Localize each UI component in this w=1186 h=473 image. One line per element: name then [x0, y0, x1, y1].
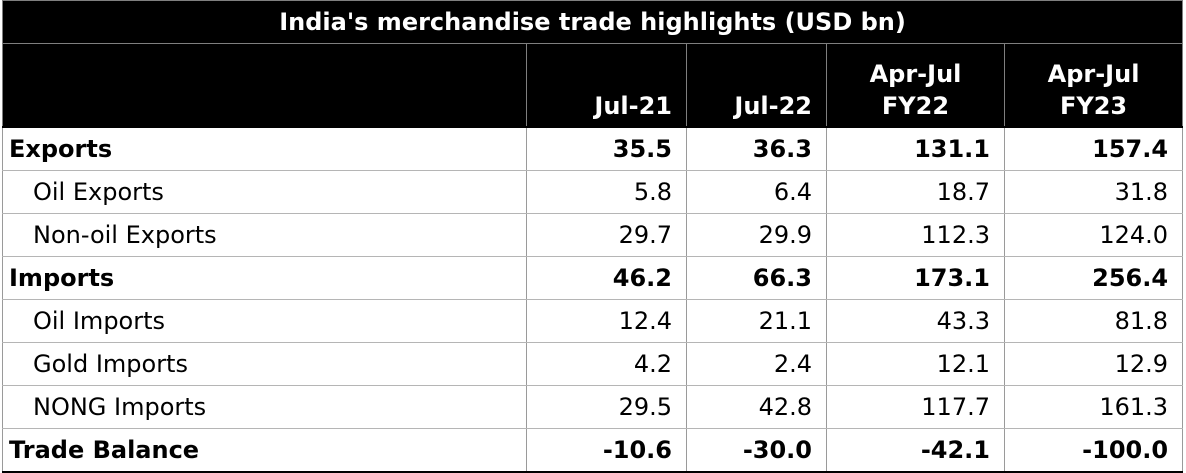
row-label: Gold Imports: [2, 342, 527, 386]
table-cell-value: 157.4: [1003, 126, 1184, 171]
table-row: Oil Imports 12.4 21.1 43.3 81.8: [2, 299, 1184, 343]
table-cell-value: 12.9: [1003, 342, 1184, 386]
table-cell-value: 81.8: [1003, 299, 1184, 343]
column-header-line2: FY22: [881, 92, 950, 120]
row-label: Exports: [2, 126, 527, 171]
column-header-apr-jul-fy22: Apr-Jul FY22: [826, 43, 1005, 128]
table-cell-value: 124.0: [1003, 213, 1184, 257]
table-cell-value: 5.8: [526, 170, 687, 214]
table-cell-value: 21.1: [686, 299, 827, 343]
table-title-row: India's merchandise trade highlights (US…: [1, 0, 1184, 44]
row-label: Trade Balance: [2, 428, 527, 473]
table-cell-value: 46.2: [526, 256, 687, 300]
table-cell-value: 12.1: [826, 342, 1005, 386]
table-cell-value: 4.2: [526, 342, 687, 386]
table-cell-value: 2.4: [686, 342, 827, 386]
column-header-line1: Apr-Jul: [1047, 60, 1140, 88]
table-cell-value: 31.8: [1003, 170, 1184, 214]
table-cell-value: 12.4: [526, 299, 687, 343]
table-row: Gold Imports 4.2 2.4 12.1 12.9: [2, 342, 1184, 386]
table-cell-value: 256.4: [1003, 256, 1184, 300]
table-cell-value: 173.1: [826, 256, 1005, 300]
table-cell-value: 112.3: [826, 213, 1005, 257]
table-cell-value: 29.5: [526, 385, 687, 429]
row-label: Oil Exports: [2, 170, 527, 214]
row-label: Oil Imports: [2, 299, 527, 343]
column-header-line2: Jul-22: [734, 92, 812, 120]
table-cell-value: -10.6: [526, 428, 687, 473]
row-label: Imports: [2, 256, 527, 300]
column-header-row: Jul-21 Jul-22 Apr-Jul FY22 Apr-Jul FY23: [2, 43, 1184, 128]
column-header-line1: Apr-Jul: [869, 60, 962, 88]
table-cell-value: 29.7: [526, 213, 687, 257]
table-cell-value: 42.8: [686, 385, 827, 429]
table-row: Imports 46.2 66.3 173.1 256.4: [2, 256, 1184, 300]
table-row: Oil Exports 5.8 6.4 18.7 31.8: [2, 170, 1184, 214]
table-cell-value: 117.7: [826, 385, 1005, 429]
row-label: Non-oil Exports: [2, 213, 527, 257]
table-cell-value: 6.4: [686, 170, 827, 214]
table-cell-value: 29.9: [686, 213, 827, 257]
table-row: Exports 35.5 36.3 131.1 157.4: [2, 126, 1184, 171]
table-cell-value: 131.1: [826, 126, 1005, 171]
column-header-jul-21: Jul-21: [526, 43, 687, 128]
table-cell-value: 43.3: [826, 299, 1005, 343]
table-title: India's merchandise trade highlights (US…: [1, 0, 1184, 44]
table-cell-value: 18.7: [826, 170, 1005, 214]
column-header-apr-jul-fy23: Apr-Jul FY23: [1003, 43, 1184, 128]
table-cell-value: -30.0: [686, 428, 827, 473]
table-cell-value: -100.0: [1003, 428, 1184, 473]
column-header-label: [2, 43, 527, 128]
column-header-jul-22: Jul-22: [686, 43, 827, 128]
column-header-line2: FY23: [1059, 92, 1128, 120]
table-cell-value: -42.1: [826, 428, 1005, 473]
table-body: Exports 35.5 36.3 131.1 157.4 Oil Exports 5.8 6…: [2, 126, 1184, 473]
column-header-line2: Jul-21: [594, 92, 672, 120]
table-cell-value: 161.3: [1003, 385, 1184, 429]
table-cell-value: 35.5: [526, 126, 687, 171]
table-row: Trade Balance -10.6 -30.0 -42.1 -100.0: [2, 428, 1184, 473]
row-label: NONG Imports: [2, 385, 527, 429]
table-row: Non-oil Exports 29.7 29.9 112.3 124.0: [2, 213, 1184, 257]
table-cell-value: 36.3: [686, 126, 827, 171]
table-cell-value: 66.3: [686, 256, 827, 300]
table-row: NONG Imports 29.5 42.8 117.7 161.3: [2, 385, 1184, 429]
